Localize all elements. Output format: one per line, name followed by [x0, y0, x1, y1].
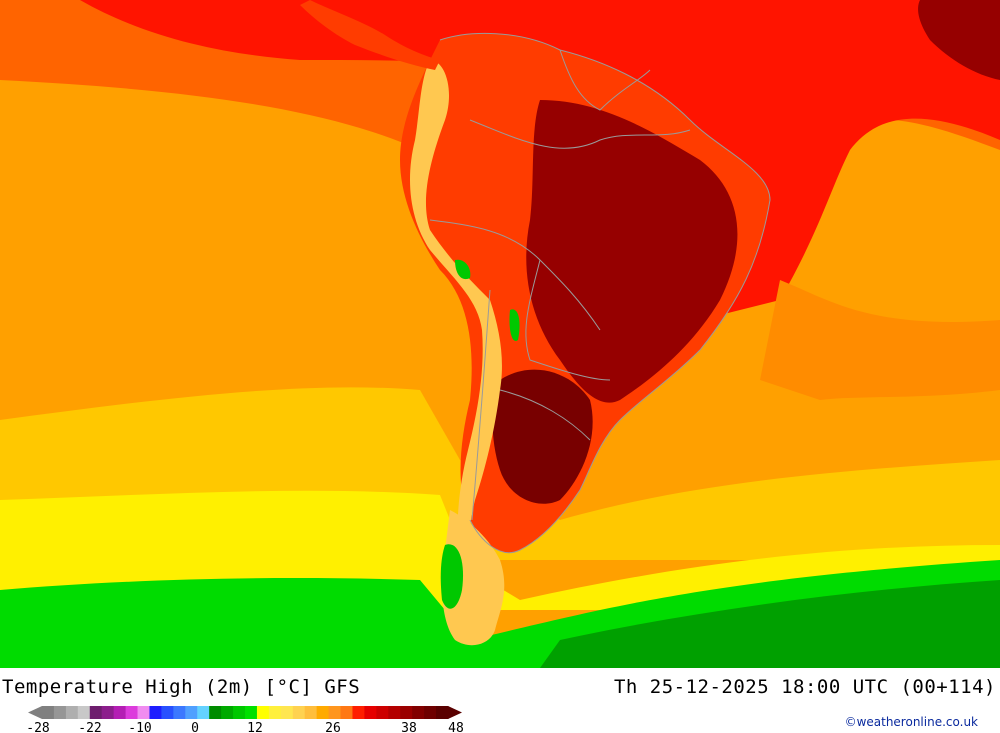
weatheronline-credit: ©weatheronline.co.uk: [844, 715, 978, 729]
southern-ocean-dark-green-band: [540, 580, 1000, 668]
legend-swatch: [292, 706, 306, 719]
legend-swatch: [233, 706, 246, 719]
legend-tick-label: -28: [26, 721, 49, 733]
border-line: [525, 259, 611, 381]
legend-swatch: [400, 706, 413, 719]
caribbean-landmass: [918, 0, 1000, 80]
legend-swatch: [245, 706, 258, 719]
border-line: [471, 289, 491, 521]
legend-tick-label: -10: [128, 721, 151, 733]
legend-tick-label: 38: [401, 721, 417, 733]
legend-swatch: [65, 706, 79, 719]
legend-swatch: [197, 706, 210, 719]
legend-tick-label: -22: [78, 721, 101, 733]
legend-swatch: [280, 706, 294, 719]
legend-swatch: [424, 706, 437, 719]
border-line: [559, 49, 651, 111]
color-legend: -28 -22 -10 0 12 26 38 48: [26, 706, 464, 733]
legend-swatch: [352, 706, 365, 719]
legend-swatch: [101, 706, 115, 719]
legend-swatch: [185, 706, 198, 719]
legend-swatch: [376, 706, 389, 719]
andes-snow-patch: [509, 309, 520, 341]
legend-swatch: [364, 706, 377, 719]
temperature-map: [0, 0, 1000, 668]
legend-swatch: [436, 706, 449, 719]
map-title: Temperature High (2m) [°C] GFS: [2, 676, 361, 698]
legend-swatch: [125, 706, 139, 719]
legend-swatch: [304, 706, 318, 719]
legend-swatch: [137, 706, 150, 719]
legend-swatch: [42, 706, 55, 719]
legend-tick-label: 48: [448, 721, 464, 733]
gran-chaco-hot-core: [492, 369, 593, 504]
legend-swatch: [316, 706, 330, 719]
legend-swatch: [173, 706, 186, 719]
legend-swatch: [89, 706, 103, 719]
tropical-atlantic-band: [80, 0, 1000, 320]
country-borders: [429, 32, 771, 554]
legend-swatch: [256, 706, 270, 719]
legend-swatch: [221, 706, 234, 719]
legend-swatch: [161, 706, 174, 719]
legend-swatch: [53, 706, 67, 719]
southern-ocean-pale-strip: [0, 638, 480, 668]
border-line: [499, 389, 591, 441]
andes-snow-patch: [455, 259, 471, 280]
atlantic-warm-tongue: [760, 280, 1000, 400]
legend-arrow-low: [28, 706, 42, 719]
legend-swatch: [77, 706, 91, 719]
coastline: [439, 32, 771, 554]
legend-swatch: [113, 706, 127, 719]
andes-snow-patch: [440, 544, 464, 609]
central-america-landmass: [300, 0, 440, 70]
border-line: [469, 119, 691, 149]
legend-tick-label: 12: [247, 721, 263, 733]
legend-swatch: [328, 706, 342, 719]
legend-tick-label: 0: [191, 721, 199, 733]
border-line: [429, 219, 601, 331]
legend-tick-label: 26: [325, 721, 341, 733]
legend-swatch: [209, 706, 222, 719]
legend-swatch: [340, 706, 353, 719]
forecast-datetime: Th 25-12-2025 18:00 UTC (00+114): [613, 676, 996, 698]
legend-arrow-high: [448, 706, 462, 719]
amazon-hot-core: [526, 100, 738, 403]
legend-swatch: [268, 706, 282, 719]
legend-swatch: [149, 706, 162, 719]
legend-swatch: [388, 706, 401, 719]
legend-swatch: [412, 706, 425, 719]
